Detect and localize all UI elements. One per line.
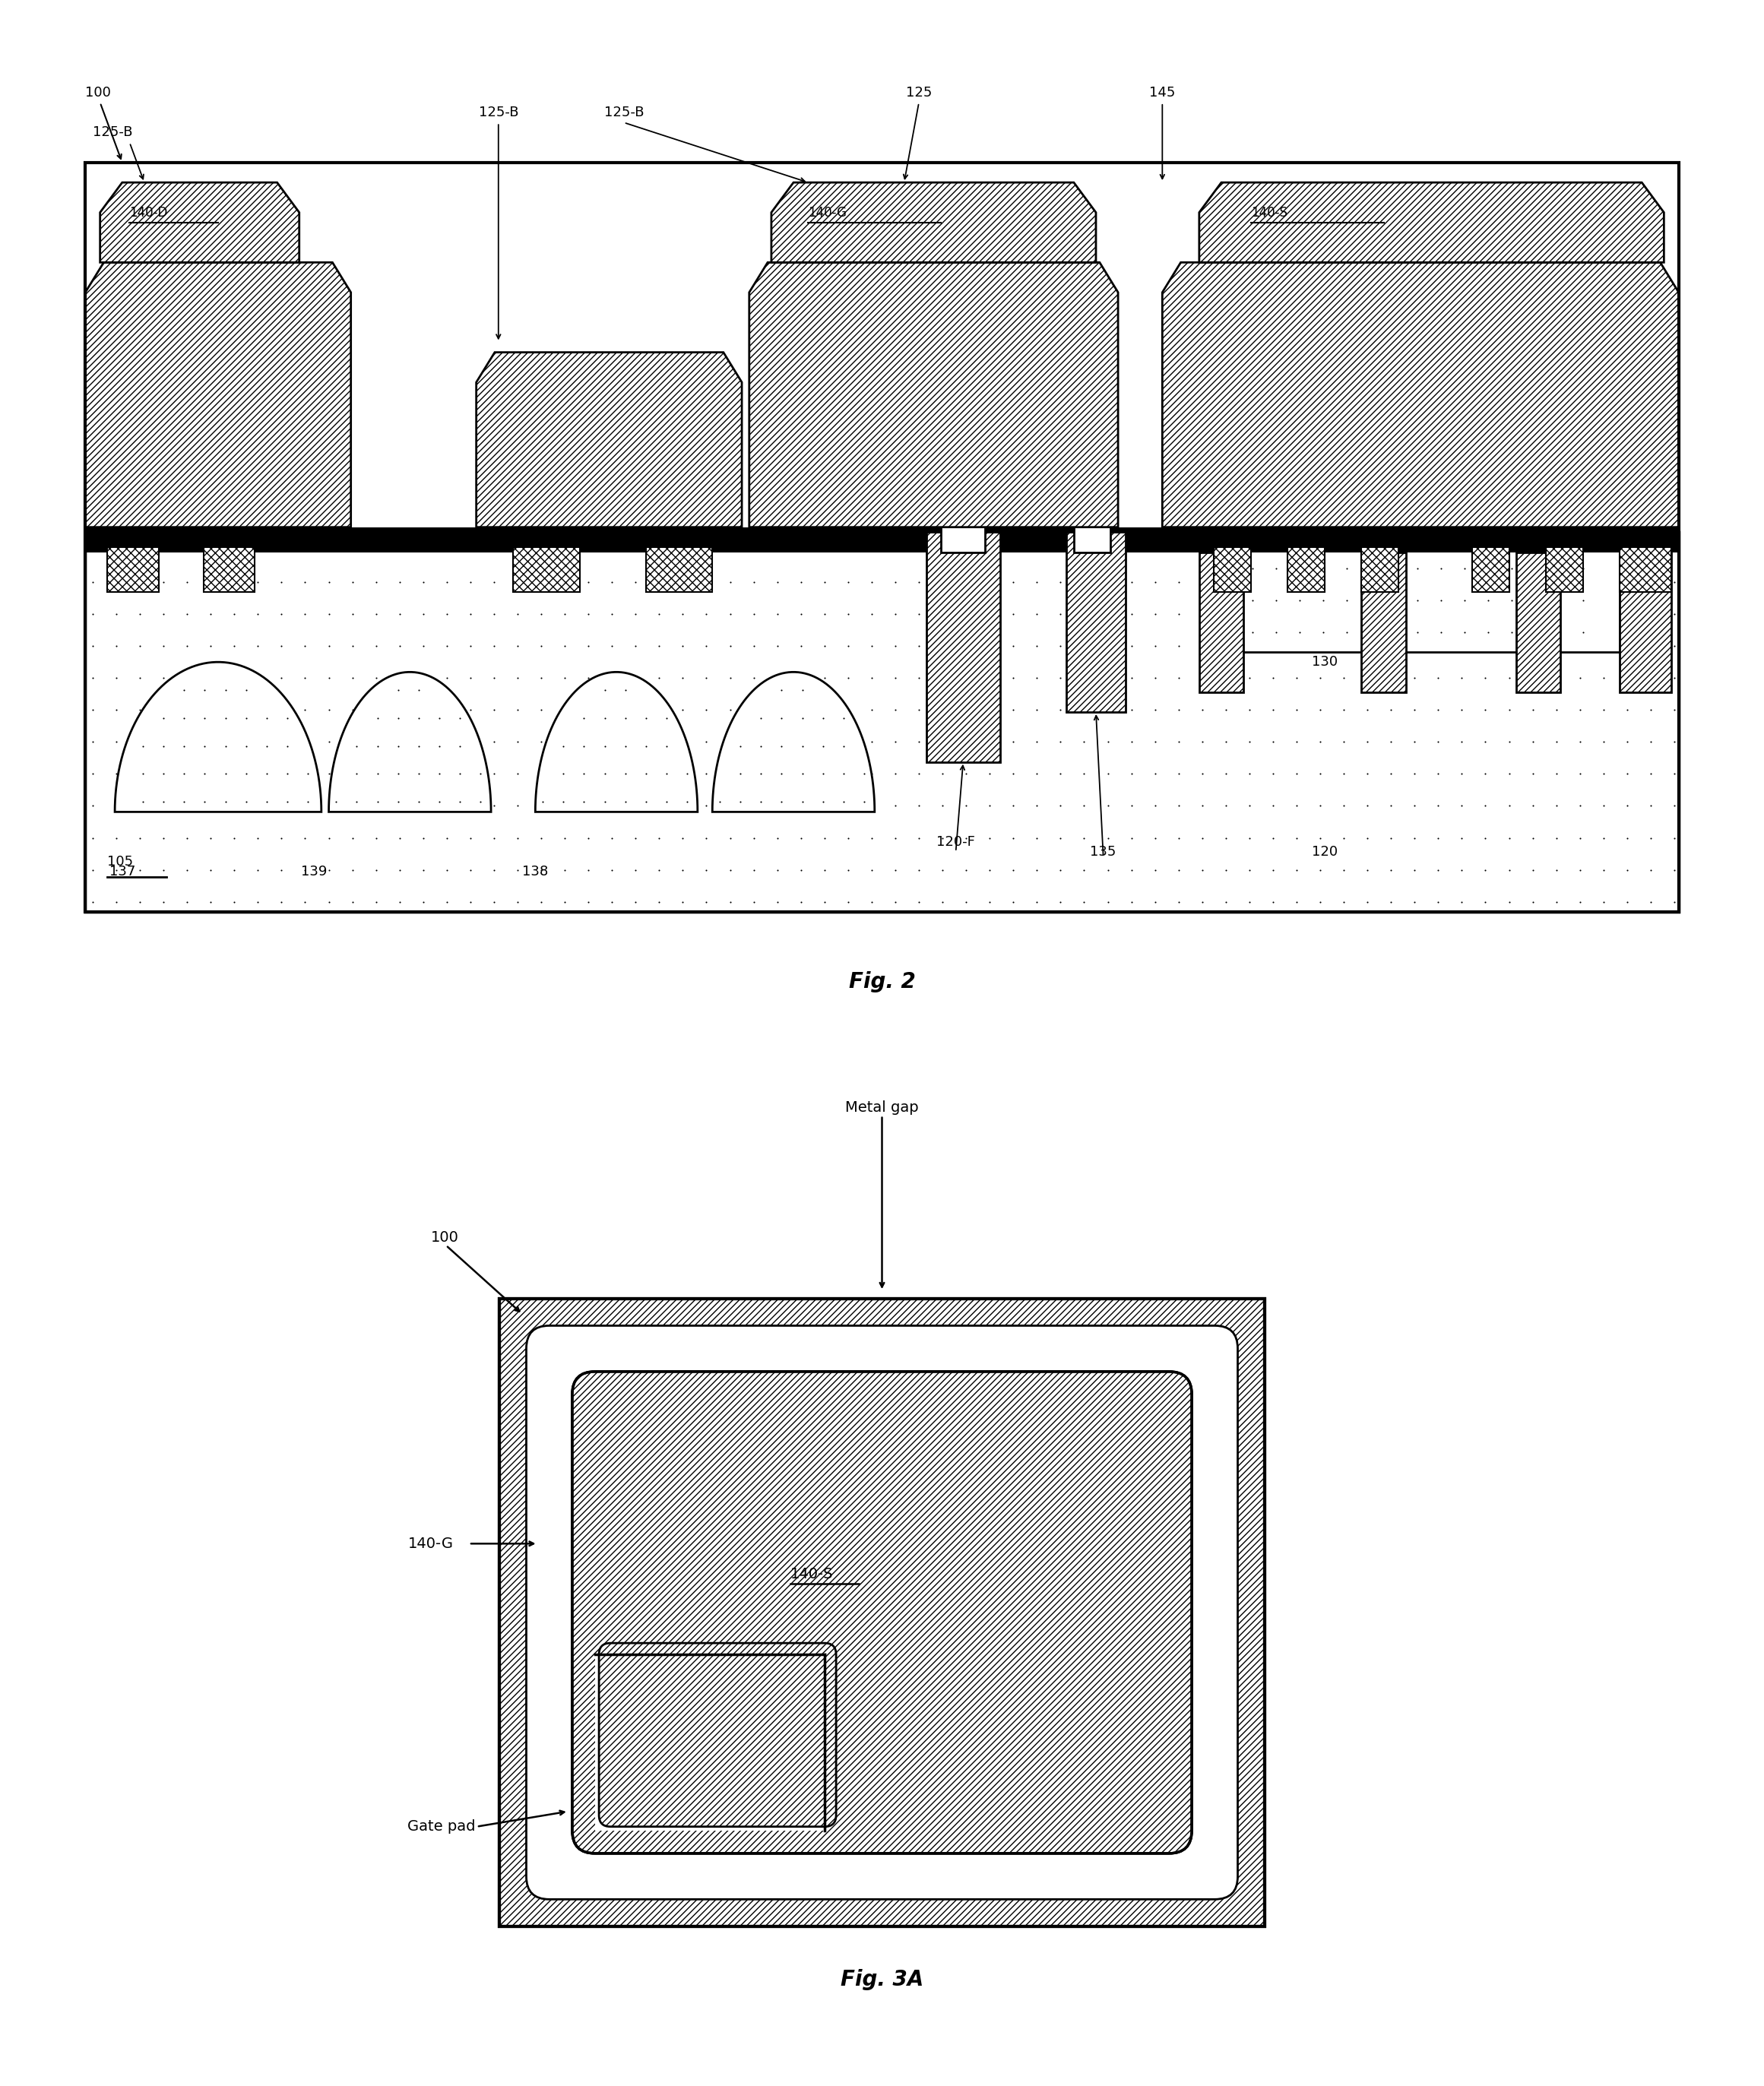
FancyBboxPatch shape [572, 1373, 1192, 1852]
Bar [499, 1300, 1265, 1925]
Text: 130: 130 [1312, 655, 1337, 670]
Text: Gate pad: Gate pad [407, 1819, 476, 1834]
Text: 125: 125 [907, 86, 931, 100]
Text: Fig. 3A: Fig. 3A [840, 1969, 924, 1990]
Polygon shape [534, 672, 697, 811]
Text: Metal gap: Metal gap [845, 1101, 919, 1114]
Bar [1362, 547, 1399, 592]
Text: 135: 135 [1090, 845, 1117, 859]
Bar [1473, 547, 1508, 592]
Bar [1214, 532, 1619, 653]
Bar [1067, 532, 1125, 711]
Polygon shape [1200, 181, 1663, 263]
Text: 125-B: 125-B [478, 106, 519, 119]
Bar [85, 528, 1679, 553]
Text: 100: 100 [85, 86, 111, 100]
Text: 140-D: 140-D [129, 207, 168, 219]
Polygon shape [328, 672, 490, 811]
Bar [1619, 547, 1671, 592]
Bar [1288, 547, 1325, 592]
Bar [85, 163, 1679, 912]
Bar [926, 532, 1000, 761]
Text: 140-S: 140-S [1251, 207, 1288, 219]
Text: 138: 138 [522, 866, 549, 878]
Text: 137: 137 [109, 866, 136, 878]
Bar [108, 547, 159, 592]
Bar [1545, 547, 1582, 592]
Bar [499, 1300, 1265, 1925]
Text: 120: 120 [1312, 845, 1337, 859]
Bar [646, 547, 713, 592]
Bar [1619, 553, 1671, 693]
Text: 125-B: 125-B [603, 106, 644, 119]
Bar [513, 547, 580, 592]
Text: 139: 139 [302, 866, 326, 878]
Bar [940, 503, 986, 553]
Polygon shape [101, 181, 300, 263]
Bar [85, 532, 1679, 912]
Text: 120-F: 120-F [937, 834, 975, 849]
Bar [1074, 513, 1111, 553]
Bar [1362, 553, 1406, 693]
Text: 105: 105 [108, 855, 134, 868]
Bar [1517, 553, 1561, 693]
Polygon shape [1162, 263, 1679, 528]
Polygon shape [750, 263, 1118, 528]
Text: 140-G: 140-G [407, 1537, 453, 1550]
Polygon shape [85, 263, 351, 528]
Text: 145: 145 [1150, 86, 1175, 100]
Polygon shape [713, 672, 875, 811]
Polygon shape [771, 181, 1095, 263]
Bar [594, 1654, 824, 1832]
Polygon shape [115, 661, 321, 811]
Text: 125-B: 125-B [93, 125, 132, 140]
Bar [1200, 553, 1244, 693]
Text: 140-G: 140-G [808, 207, 847, 219]
Bar [1214, 547, 1251, 592]
Bar [203, 547, 256, 592]
FancyBboxPatch shape [526, 1327, 1238, 1898]
Polygon shape [476, 353, 743, 528]
FancyBboxPatch shape [600, 1644, 836, 1827]
Text: Fig. 2: Fig. 2 [848, 972, 916, 993]
Text: 100: 100 [430, 1231, 459, 1245]
Text: 140-S: 140-S [790, 1567, 833, 1581]
